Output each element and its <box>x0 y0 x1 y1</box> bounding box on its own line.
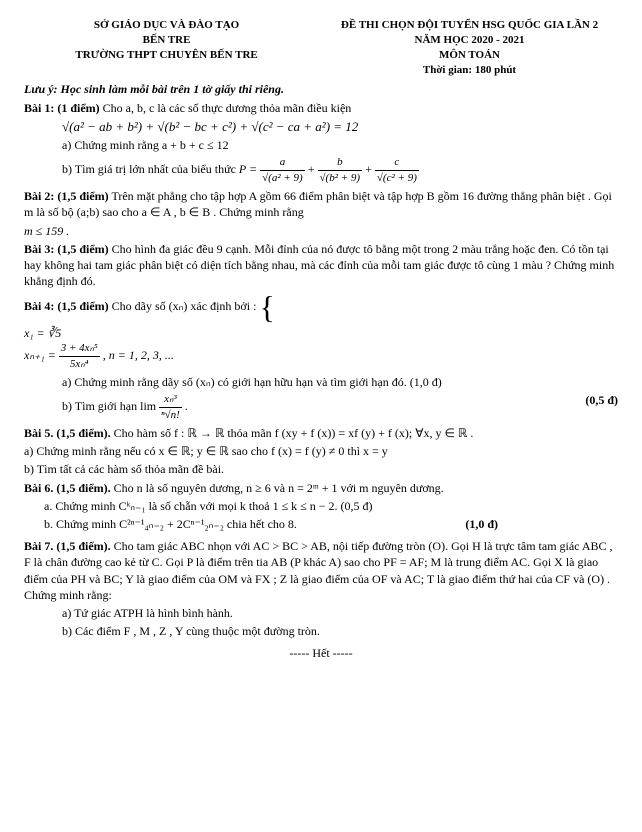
bai7-title: Bài 7. (1,5 điểm). <box>24 539 111 553</box>
exam-body: Lưu ý: Học sinh làm mỗi bài trên 1 tờ gi… <box>24 81 618 661</box>
bai6-a: a. Chứng minh Cᵏₙ₋₁ là số chẵn với mọi k… <box>44 498 618 514</box>
bai4-system: { <box>259 291 276 323</box>
bai2: Bài 2: (1,5 điểm) Trên mặt phẳng cho tập… <box>24 188 618 220</box>
bai1-formula: √(a² − ab + b²) + √(b² − bc + c²) + √(c²… <box>62 118 618 136</box>
exam-header: SỞ GIÁO DỤC VÀ ĐÀO TẠO BẾN TRE TRƯỜNG TH… <box>24 18 618 77</box>
bai4-line1: x₁ = ∛5 <box>24 325 618 341</box>
subject: MÔN TOÁN <box>321 48 618 63</box>
bai1-b: b) Tìm giá trị lớn nhất của biểu thức P … <box>62 155 618 186</box>
bai3: Bài 3: (1,5 điểm) Cho hình đa giác đều 9… <box>24 241 618 290</box>
header-right: ĐỀ THI CHỌN ĐỘI TUYỂN HSG QUỐC GIA LẦN 2… <box>321 18 618 77</box>
bai5-intro: Cho hàm số f : ℝ → ℝ thỏa mãn f (xy + f … <box>114 426 474 440</box>
bai4-b: b) Tìm giới hạn lim xₙ³ⁿ√n! . (0,5 đ) <box>62 392 618 423</box>
bai1-a: a) Chứng minh rằng a + b + c ≤ 12 <box>62 137 618 153</box>
bai4: Bài 4: (1,5 điểm) Cho dãy số (xₙ) xác đị… <box>24 291 618 323</box>
school-line: TRƯỜNG THPT CHUYÊN BẾN TRE <box>24 48 309 63</box>
bai7-a: a) Tứ giác ATPH là hình bình hành. <box>62 605 618 621</box>
bai5-a: a) Chứng minh rằng nếu có x ∈ ℝ; y ∈ ℝ s… <box>24 443 618 459</box>
bai2-title: Bài 2: (1,5 điểm) <box>24 189 109 203</box>
bai4-intro: Cho dãy số (xₙ) xác định bởi : <box>112 299 260 313</box>
frac-3: c√(c² + 9) <box>375 155 419 186</box>
bai5-b: b) Tìm tất cả các hàm số thỏa mãn đề bài… <box>24 461 618 477</box>
bai6: Bài 6. (1,5 điểm). Cho n là số nguyên dư… <box>24 480 618 496</box>
bai1-title: Bài 1: (1 điểm) <box>24 101 100 115</box>
bai6-intro: Cho n là số nguyên dương, n ≥ 6 và n = 2… <box>114 481 444 495</box>
instruction-note: Lưu ý: Học sinh làm mỗi bài trên 1 tờ gi… <box>24 81 618 97</box>
header-left: SỞ GIÁO DỤC VÀ ĐÀO TẠO BẾN TRE TRƯỜNG TH… <box>24 18 309 77</box>
bai4-a: a) Chứng minh rằng dãy số (xₙ) có giới h… <box>62 374 618 390</box>
bai6-b-score: (1,0 đ) <box>465 516 498 532</box>
bai7-b: b) Các điểm F , M , Z , Y cùng thuộc một… <box>62 623 618 639</box>
frac-2: b√(b² + 9) <box>318 155 363 186</box>
bai3-text: Cho hình đa giác đều 9 cạnh. Mỗi đỉnh củ… <box>24 242 614 288</box>
exam-title: ĐỀ THI CHỌN ĐỘI TUYỂN HSG QUỐC GIA LẦN 2 <box>321 18 618 33</box>
end-marker: ----- Hết ----- <box>24 645 618 661</box>
brace-icon: { <box>259 291 274 323</box>
bai4-b-score: (0,5 đ) <box>585 392 618 408</box>
bai7: Bài 7. (1,5 điểm). Cho tam giác ABC nhọn… <box>24 538 618 603</box>
bai1-intro: Cho a, b, c là các số thực dương thỏa mã… <box>103 101 352 115</box>
province-line: BẾN TRE <box>24 33 309 48</box>
bai1-P: P = <box>239 163 260 177</box>
bai5: Bài 5. (1,5 điểm). Cho hàm số f : ℝ → ℝ … <box>24 425 618 441</box>
bai1: Bài 1: (1 điểm) Cho a, b, c là các số th… <box>24 100 618 116</box>
bai3-title: Bài 3: (1,5 điểm) <box>24 242 109 256</box>
bai2-text: Trên mặt phẳng cho tập hợp A gồm 66 điểm… <box>24 189 612 219</box>
school-year: NĂM HỌC 2020 - 2021 <box>321 33 618 48</box>
frac-1: a√(a² + 9) <box>260 155 305 186</box>
bai2-cond: m ≤ 159 . <box>24 223 618 239</box>
bai4-line2: xₙ₊₁ = 3 + 4xₙ⁵5xₙ⁴ , n = 1, 2, 3, ... <box>24 341 618 372</box>
bai6-b: b. Chứng minh C²ⁿ⁻¹₄ₙ₋₂ + 2Cⁿ⁻¹₂ₙ₋₂ chia… <box>44 516 618 532</box>
bai1-b-text: b) Tìm giá trị lớn nhất của biểu thức <box>62 163 239 177</box>
bai6-title: Bài 6. (1,5 điểm). <box>24 481 111 495</box>
duration: Thời gian: 180 phút <box>321 63 618 78</box>
bai4-title: Bài 4: (1,5 điểm) <box>24 299 109 313</box>
dept-line: SỞ GIÁO DỤC VÀ ĐÀO TẠO <box>24 18 309 33</box>
bai7-text: Cho tam giác ABC nhọn với AC > BC > AB, … <box>24 539 613 602</box>
bai5-title: Bài 5. (1,5 điểm). <box>24 426 111 440</box>
